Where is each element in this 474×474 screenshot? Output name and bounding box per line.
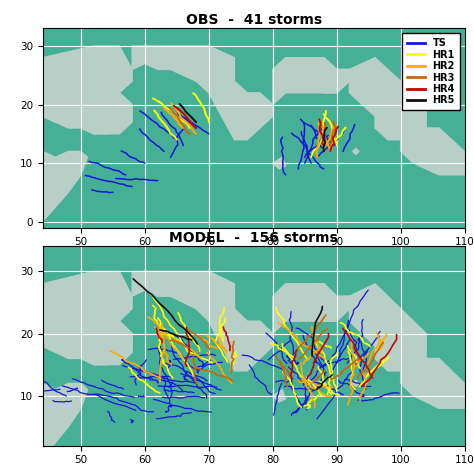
Polygon shape	[273, 284, 349, 334]
Polygon shape	[353, 148, 359, 155]
Polygon shape	[43, 58, 132, 163]
Polygon shape	[311, 284, 349, 321]
Polygon shape	[43, 284, 132, 396]
Polygon shape	[132, 46, 235, 81]
Title: OBS  -  41 storms: OBS - 41 storms	[185, 13, 322, 27]
Polygon shape	[273, 390, 285, 402]
Polygon shape	[273, 157, 285, 169]
Polygon shape	[311, 58, 349, 93]
Polygon shape	[43, 271, 132, 365]
Polygon shape	[349, 284, 426, 371]
Polygon shape	[196, 81, 273, 140]
Polygon shape	[196, 309, 273, 371]
Polygon shape	[273, 58, 349, 105]
Legend: TS, HR1, HR2, HR3, HR4, HR5: TS, HR1, HR2, HR3, HR4, HR5	[402, 33, 460, 110]
Polygon shape	[43, 383, 87, 458]
Title: MODEL  -  156 storms: MODEL - 156 storms	[169, 231, 338, 246]
Polygon shape	[401, 128, 465, 175]
Polygon shape	[43, 46, 132, 134]
Polygon shape	[43, 151, 87, 222]
Polygon shape	[353, 380, 359, 386]
Polygon shape	[349, 58, 426, 140]
Polygon shape	[401, 358, 465, 408]
Polygon shape	[132, 271, 235, 309]
